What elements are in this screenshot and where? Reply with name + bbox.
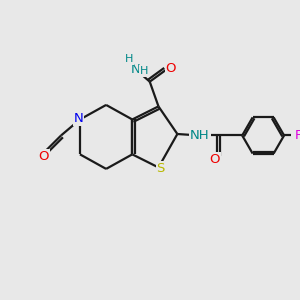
Text: F: F — [295, 129, 300, 142]
Text: O: O — [210, 153, 220, 166]
Text: S: S — [157, 162, 165, 176]
Text: O: O — [166, 62, 176, 75]
Text: N: N — [131, 63, 141, 76]
Text: H: H — [125, 54, 134, 64]
Text: H: H — [140, 66, 149, 76]
Text: N: N — [74, 112, 83, 125]
Text: NH: NH — [190, 129, 210, 142]
Text: O: O — [38, 150, 49, 163]
